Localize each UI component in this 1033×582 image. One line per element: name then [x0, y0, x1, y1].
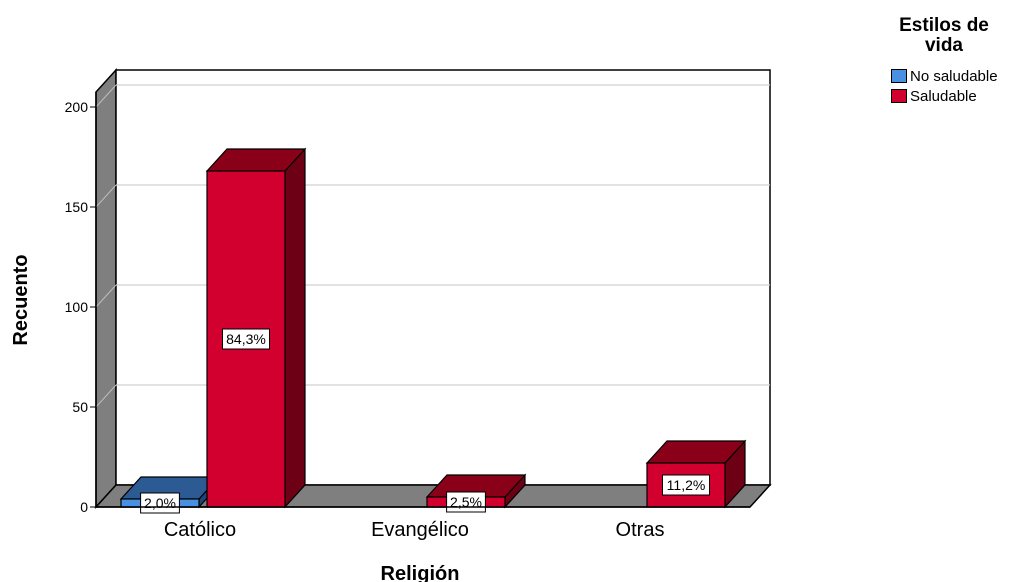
y-axis-title: Recuento [10, 254, 32, 345]
data-label-Saludable-Católico: 84,3% [222, 328, 270, 350]
bar-side-Saludable-Católico [284, 147, 306, 509]
legend-title: Estilos de vida [885, 16, 1003, 56]
data-label-box [662, 474, 710, 496]
x-tick-label-Evangélico: Evangélico [371, 519, 469, 541]
data-label-Saludable-Otras: 11,2% [662, 474, 710, 496]
x-tick-label-Otras: Otras [616, 519, 665, 541]
bars: 2,0% 84,3% 2,5% 11,2% [119, 147, 747, 514]
data-label-box [222, 328, 270, 350]
legend-label-no-saludable: No saludable [910, 67, 998, 85]
data-label-box [140, 492, 180, 514]
legend-item-no-saludable: No saludable [885, 66, 1033, 86]
legend-swatch-saludable [891, 89, 907, 103]
legend-label-saludable: Saludable [910, 87, 977, 105]
y-tick-label: 150 [65, 199, 89, 215]
data-label-No saludable-Católico: 2,0% [140, 492, 180, 514]
axes: 0 50 100 150 200 Católico Evangélico Otras [65, 92, 750, 541]
data-label-text: 2,0% [144, 495, 176, 511]
data-label-text: 84,3% [226, 331, 266, 347]
gridline-side [95, 84, 117, 108]
gridline-side [95, 284, 117, 308]
gridline-side [95, 184, 117, 208]
x-tick-label-Católico: Católico [164, 519, 236, 541]
y-tick-label: 0 [80, 499, 88, 515]
legend: Estilos de vida No saludable Saludable [885, 16, 1033, 106]
y-tick-label: 50 [72, 399, 88, 415]
y-tick-label: 100 [65, 299, 89, 315]
legend-title-line-2: vida [924, 35, 964, 56]
gridline-side [95, 384, 117, 408]
x-axis-title: Religión [381, 563, 460, 582]
data-label-Saludable-Evangélico: 2,5% [446, 491, 486, 513]
data-label-text: 11,2% [667, 477, 706, 493]
legend-item-saludable: Saludable [885, 86, 1033, 106]
y-tick-label: 200 [65, 99, 89, 115]
legend-title-line-1: Estilos de [899, 15, 989, 36]
legend-swatch-no-saludable [891, 69, 907, 83]
data-label-text: 2,5% [450, 494, 482, 510]
